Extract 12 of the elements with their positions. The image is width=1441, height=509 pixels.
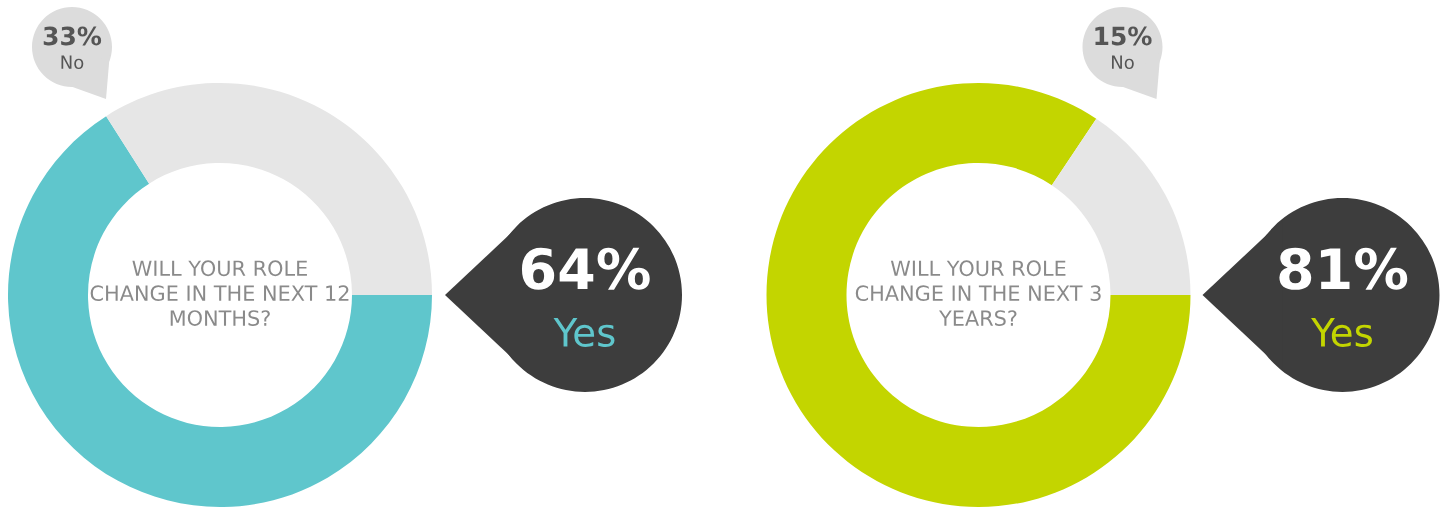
slice-label: Yes [553, 318, 615, 348]
slice-label: No [1111, 55, 1134, 70]
text: WILL YOUR ROLE CHANGE IN THE NEXT 3 YEARS? [855, 260, 1101, 326]
slice-label: No [61, 55, 84, 70]
data-label: 33% [43, 26, 102, 46]
data-label: 64% [521, 247, 650, 290]
data-label: 15% [1095, 26, 1152, 46]
text: WILL YOUR ROLE CHANGE IN THE NEXT 12 MONTHS? [90, 260, 349, 326]
data-label: 81% [1279, 247, 1408, 290]
donut-slice [766, 83, 1191, 507]
donut-slice [8, 116, 432, 507]
slice-label: Yes [1311, 318, 1372, 348]
